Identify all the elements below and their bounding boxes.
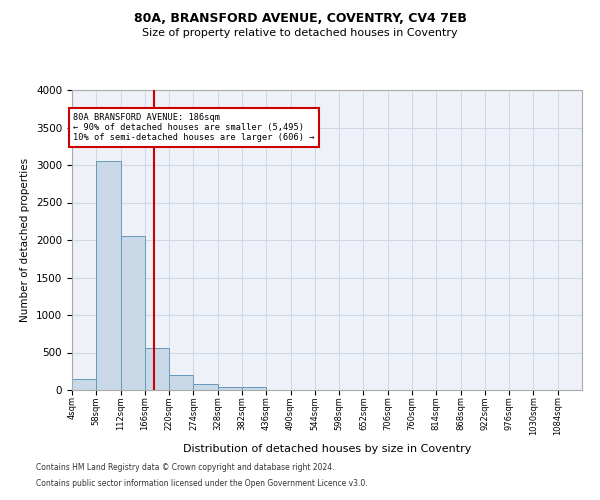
Bar: [145, 348, 169, 390]
Bar: [242, 387, 266, 390]
Bar: [96, 161, 121, 390]
Bar: [72, 379, 96, 390]
Bar: [193, 384, 218, 390]
Text: Size of property relative to detached houses in Coventry: Size of property relative to detached ho…: [142, 28, 458, 38]
Y-axis label: Number of detached properties: Number of detached properties: [20, 158, 31, 322]
Bar: [218, 386, 242, 390]
Text: 80A BRANSFORD AVENUE: 186sqm
← 90% of detached houses are smaller (5,495)
10% of: 80A BRANSFORD AVENUE: 186sqm ← 90% of de…: [73, 112, 314, 142]
Text: 80A, BRANSFORD AVENUE, COVENTRY, CV4 7EB: 80A, BRANSFORD AVENUE, COVENTRY, CV4 7EB: [134, 12, 466, 26]
Text: Contains HM Land Registry data © Crown copyright and database right 2024.: Contains HM Land Registry data © Crown c…: [36, 464, 335, 472]
Bar: [121, 236, 145, 390]
Text: Contains public sector information licensed under the Open Government Licence v3: Contains public sector information licen…: [36, 478, 368, 488]
Bar: [169, 375, 193, 390]
X-axis label: Distribution of detached houses by size in Coventry: Distribution of detached houses by size …: [183, 444, 471, 454]
